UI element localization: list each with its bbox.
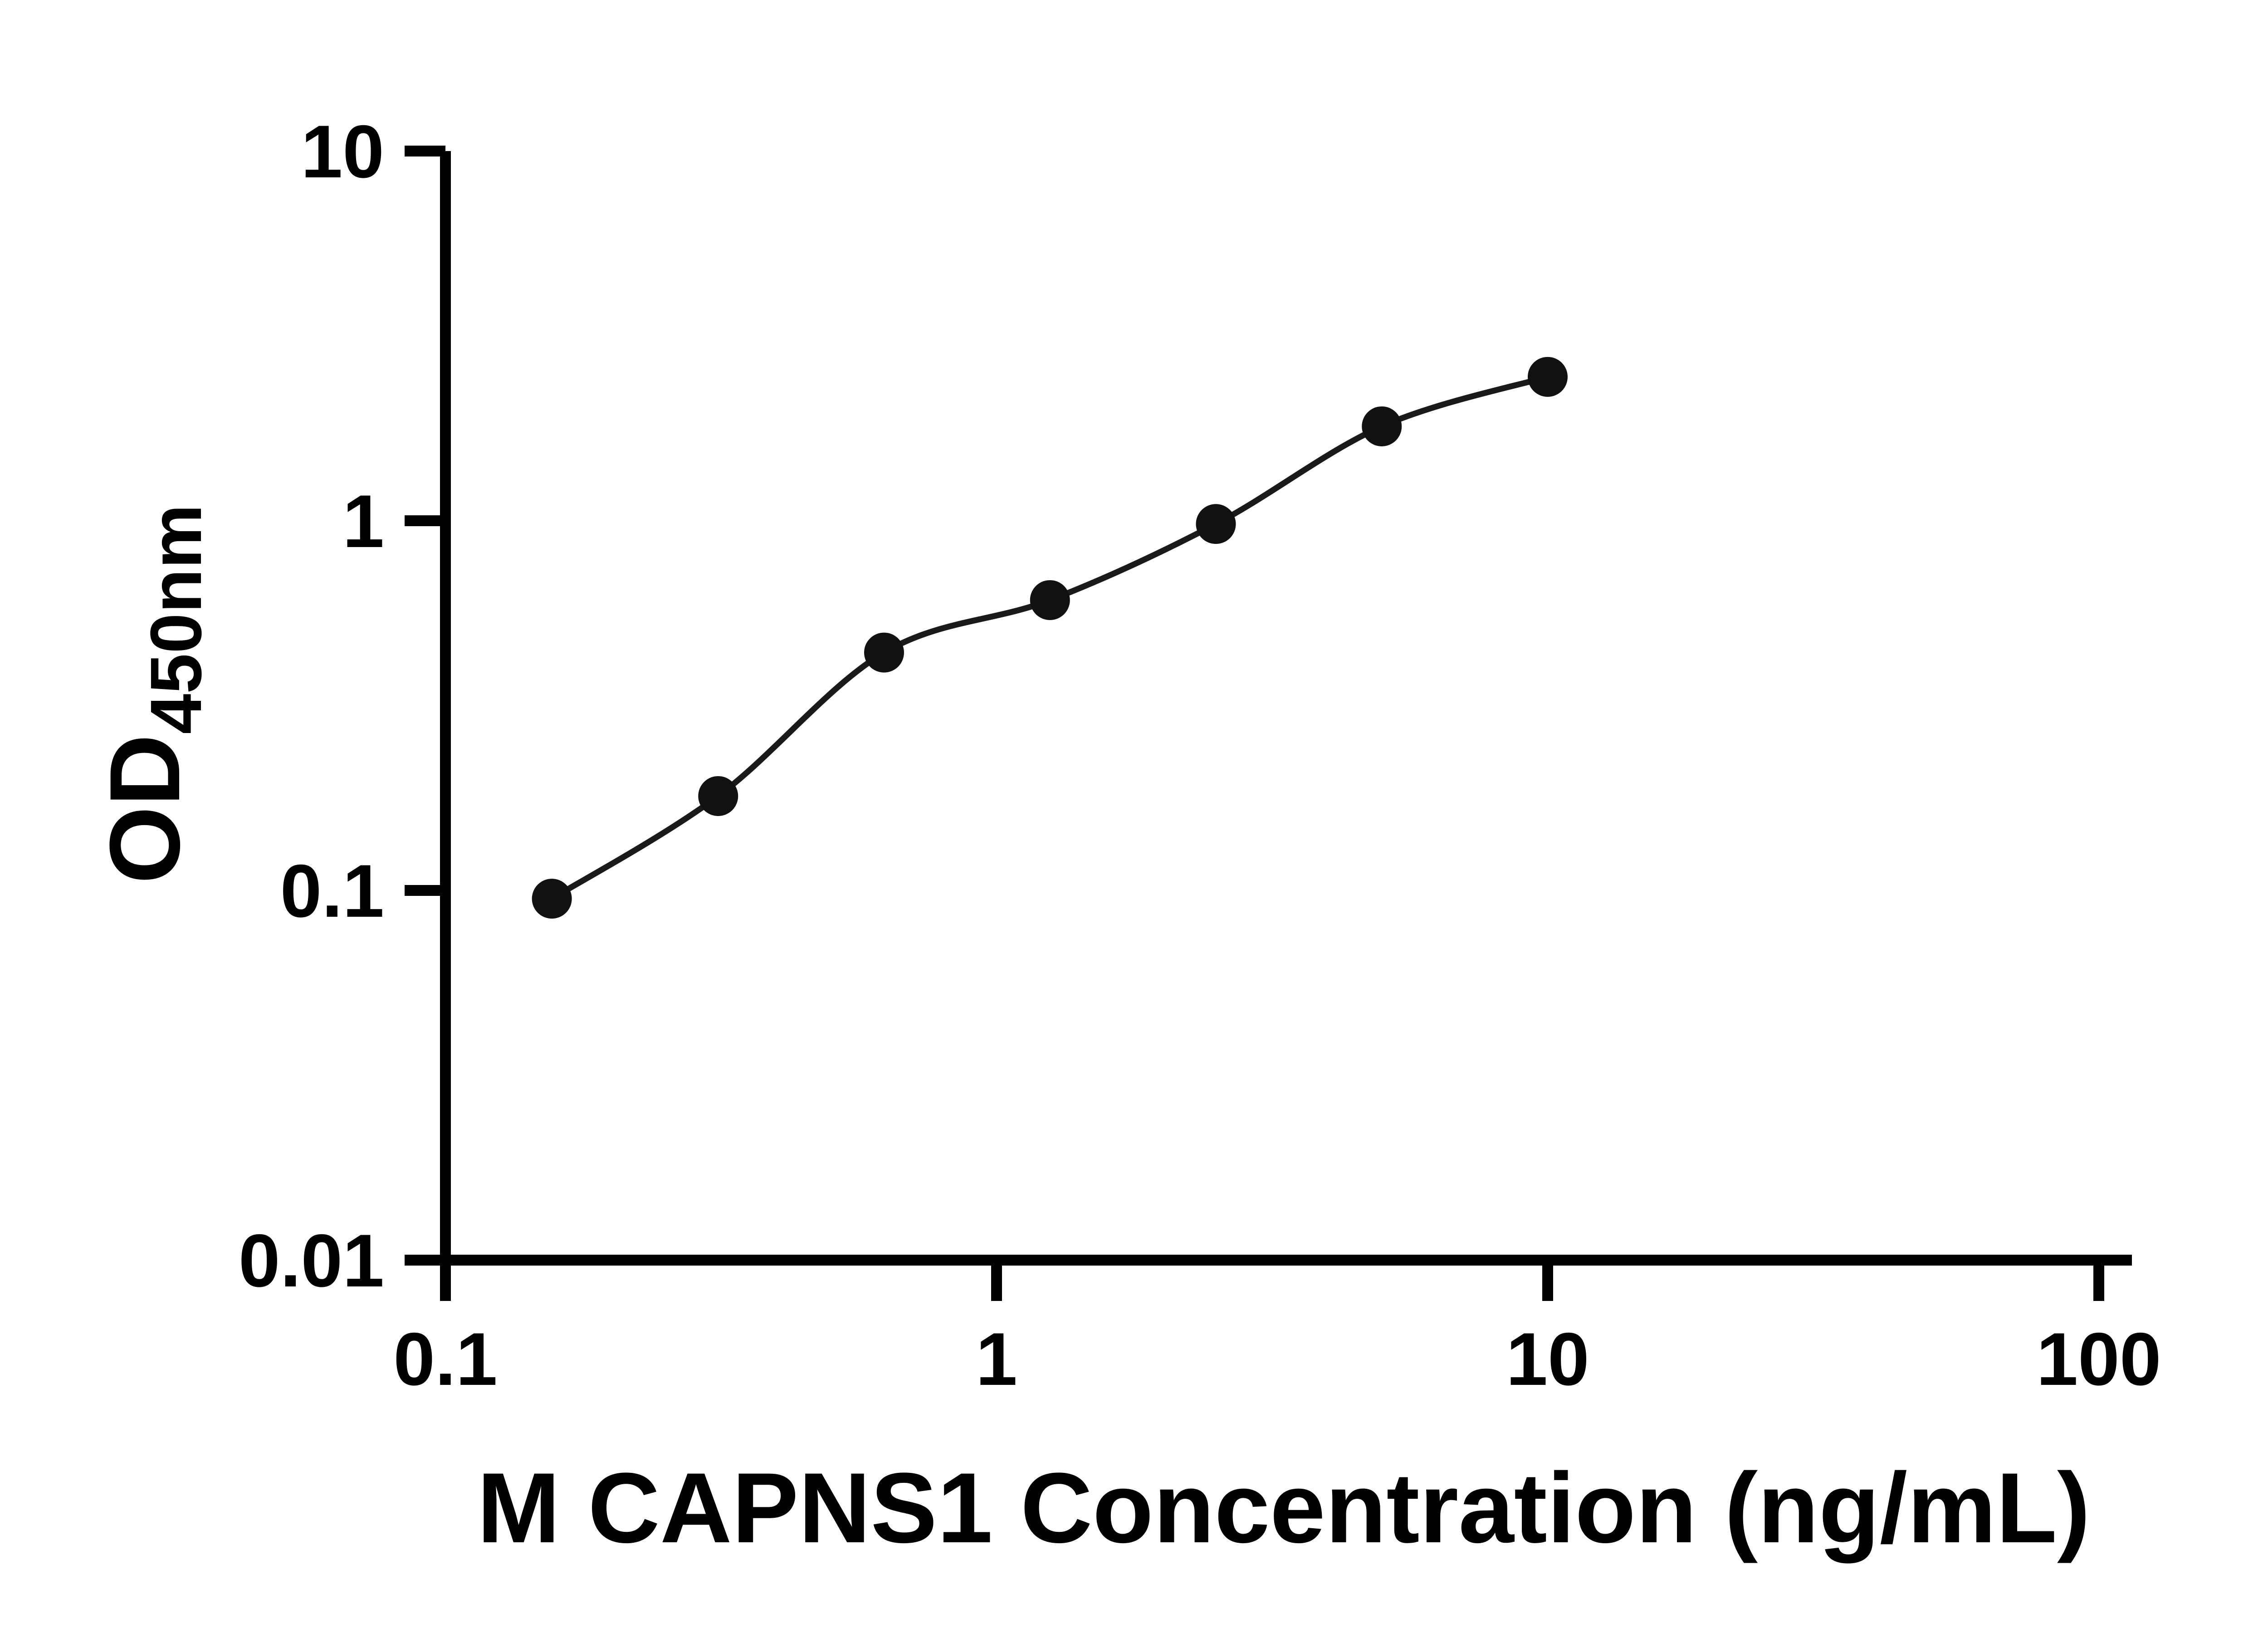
y-axis-title-subscript: 450nm bbox=[135, 504, 216, 734]
data-point-marker bbox=[1196, 504, 1236, 544]
x-axis-tick-label: 100 bbox=[2036, 1317, 2161, 1401]
x-axis-title: M CAPNS1 Concentration (ng/mL) bbox=[477, 1452, 2091, 1564]
trend-line bbox=[549, 374, 1551, 902]
x-axis-tick-label: 1 bbox=[976, 1317, 1017, 1401]
axis-spine bbox=[440, 151, 2132, 1266]
data-series bbox=[532, 357, 1568, 919]
x-axis-tick-label: 0.1 bbox=[393, 1317, 497, 1401]
x-axis-tick-label: 10 bbox=[1506, 1317, 1589, 1401]
data-point-marker bbox=[1528, 357, 1568, 397]
data-point-marker bbox=[698, 776, 738, 816]
data-point-marker bbox=[1030, 580, 1070, 620]
y-axis-tick-label: 1 bbox=[342, 479, 384, 563]
y-axis-tick-label: 0.01 bbox=[239, 1219, 384, 1302]
y-axis-tick-label: 0.1 bbox=[280, 849, 384, 933]
y-axis-title-main: OD bbox=[89, 734, 200, 884]
data-point-marker bbox=[1362, 406, 1402, 446]
data-point-marker bbox=[532, 879, 572, 919]
data-point-marker bbox=[864, 632, 904, 673]
y-axis-title: OD450nm bbox=[89, 504, 216, 884]
y-axis-tick-label: 10 bbox=[301, 110, 384, 193]
